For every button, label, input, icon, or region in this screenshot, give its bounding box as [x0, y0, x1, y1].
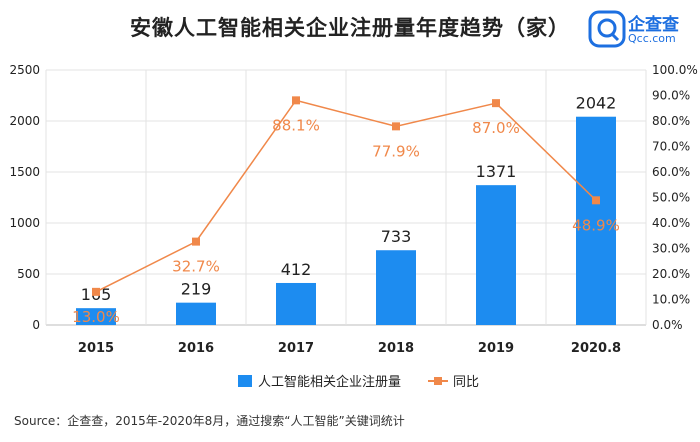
- y-left-tick-label: 2000: [9, 114, 40, 128]
- yoy-value-label: 77.9%: [372, 142, 420, 160]
- x-tick-label: 2018: [378, 341, 414, 356]
- legend: 人工智能相关企业注册量 同比: [0, 371, 700, 390]
- yoy-marker: [192, 237, 200, 246]
- bar-value-label: 1371: [476, 162, 517, 181]
- y-left-tick-label: 1500: [9, 165, 40, 179]
- y-left-tick-label: 500: [17, 267, 40, 281]
- x-tick-label: 2019: [478, 341, 514, 356]
- yoy-marker: [392, 122, 400, 131]
- bar-value-label: 733: [381, 227, 412, 246]
- bar: [276, 282, 316, 325]
- bar-value-label: 412: [281, 260, 312, 279]
- x-tick-label: 2020.8: [571, 341, 621, 356]
- yoy-line: [95, 99, 597, 293]
- logo-subtext: Qcc.com: [628, 32, 676, 45]
- legend-item-line: 同比: [428, 371, 479, 390]
- y-right-tick-label: 80.0%: [652, 114, 690, 128]
- bar: [476, 185, 516, 325]
- y-right-tick-label: 100.0%: [652, 63, 698, 77]
- legend-label-line: 同比: [453, 375, 480, 390]
- x-tick-label: 2015: [78, 341, 114, 356]
- yoy-value-label: 48.9%: [572, 216, 620, 234]
- yoy-marker: [292, 96, 300, 105]
- y-left-tick-label: 0: [32, 318, 40, 332]
- source-note: Source：企查查，2015年-2020年8月，通过搜索“人工智能”关键词统计: [14, 414, 405, 428]
- y-right-tick-label: 20.0%: [652, 267, 690, 281]
- bar: [376, 250, 416, 325]
- yoy-marker: [592, 196, 600, 205]
- yoy-value-label: 32.7%: [172, 258, 220, 276]
- yoy-marker: [92, 287, 100, 296]
- x-tick-label: 2017: [278, 341, 314, 356]
- y-left-tick-label: 2500: [9, 63, 40, 77]
- y-right-tick-label: 0.0%: [652, 318, 683, 332]
- y-left-tick-label: 1000: [9, 216, 40, 230]
- chart-title: 安徽人工智能相关企业注册量年度趋势（家）: [130, 16, 570, 40]
- y-right-tick-label: 90.0%: [652, 89, 690, 103]
- bar: [576, 116, 616, 325]
- yoy-value-label: 87.0%: [472, 119, 520, 137]
- legend-swatch-line: [428, 375, 448, 387]
- qcc-logo-icon: [588, 10, 626, 48]
- logo-text: 企查查: [628, 15, 679, 35]
- legend-item-bar: 人工智能相关企业注册量: [238, 371, 401, 390]
- bar-value-label: 219: [181, 280, 212, 299]
- y-right-tick-label: 40.0%: [652, 216, 690, 230]
- yoy-marker: [492, 99, 500, 108]
- x-tick-label: 2016: [178, 341, 214, 356]
- yoy-value-label: 13.0%: [72, 308, 120, 326]
- legend-label-bar: 人工智能相关企业注册量: [258, 375, 402, 390]
- bar: [176, 302, 216, 325]
- y-right-tick-label: 70.0%: [652, 140, 690, 154]
- y-right-tick-label: 30.0%: [652, 242, 690, 256]
- legend-swatch-bar: [238, 374, 252, 387]
- y-right-tick-label: 50.0%: [652, 191, 690, 205]
- bar-value-label: 2042: [576, 94, 617, 113]
- y-right-tick-label: 10.0%: [652, 293, 690, 307]
- bar: [76, 308, 116, 325]
- yoy-value-label: 88.1%: [272, 116, 320, 134]
- qcc-logo: 企查查 Qcc.com: [588, 6, 700, 52]
- y-right-tick-label: 60.0%: [652, 165, 690, 179]
